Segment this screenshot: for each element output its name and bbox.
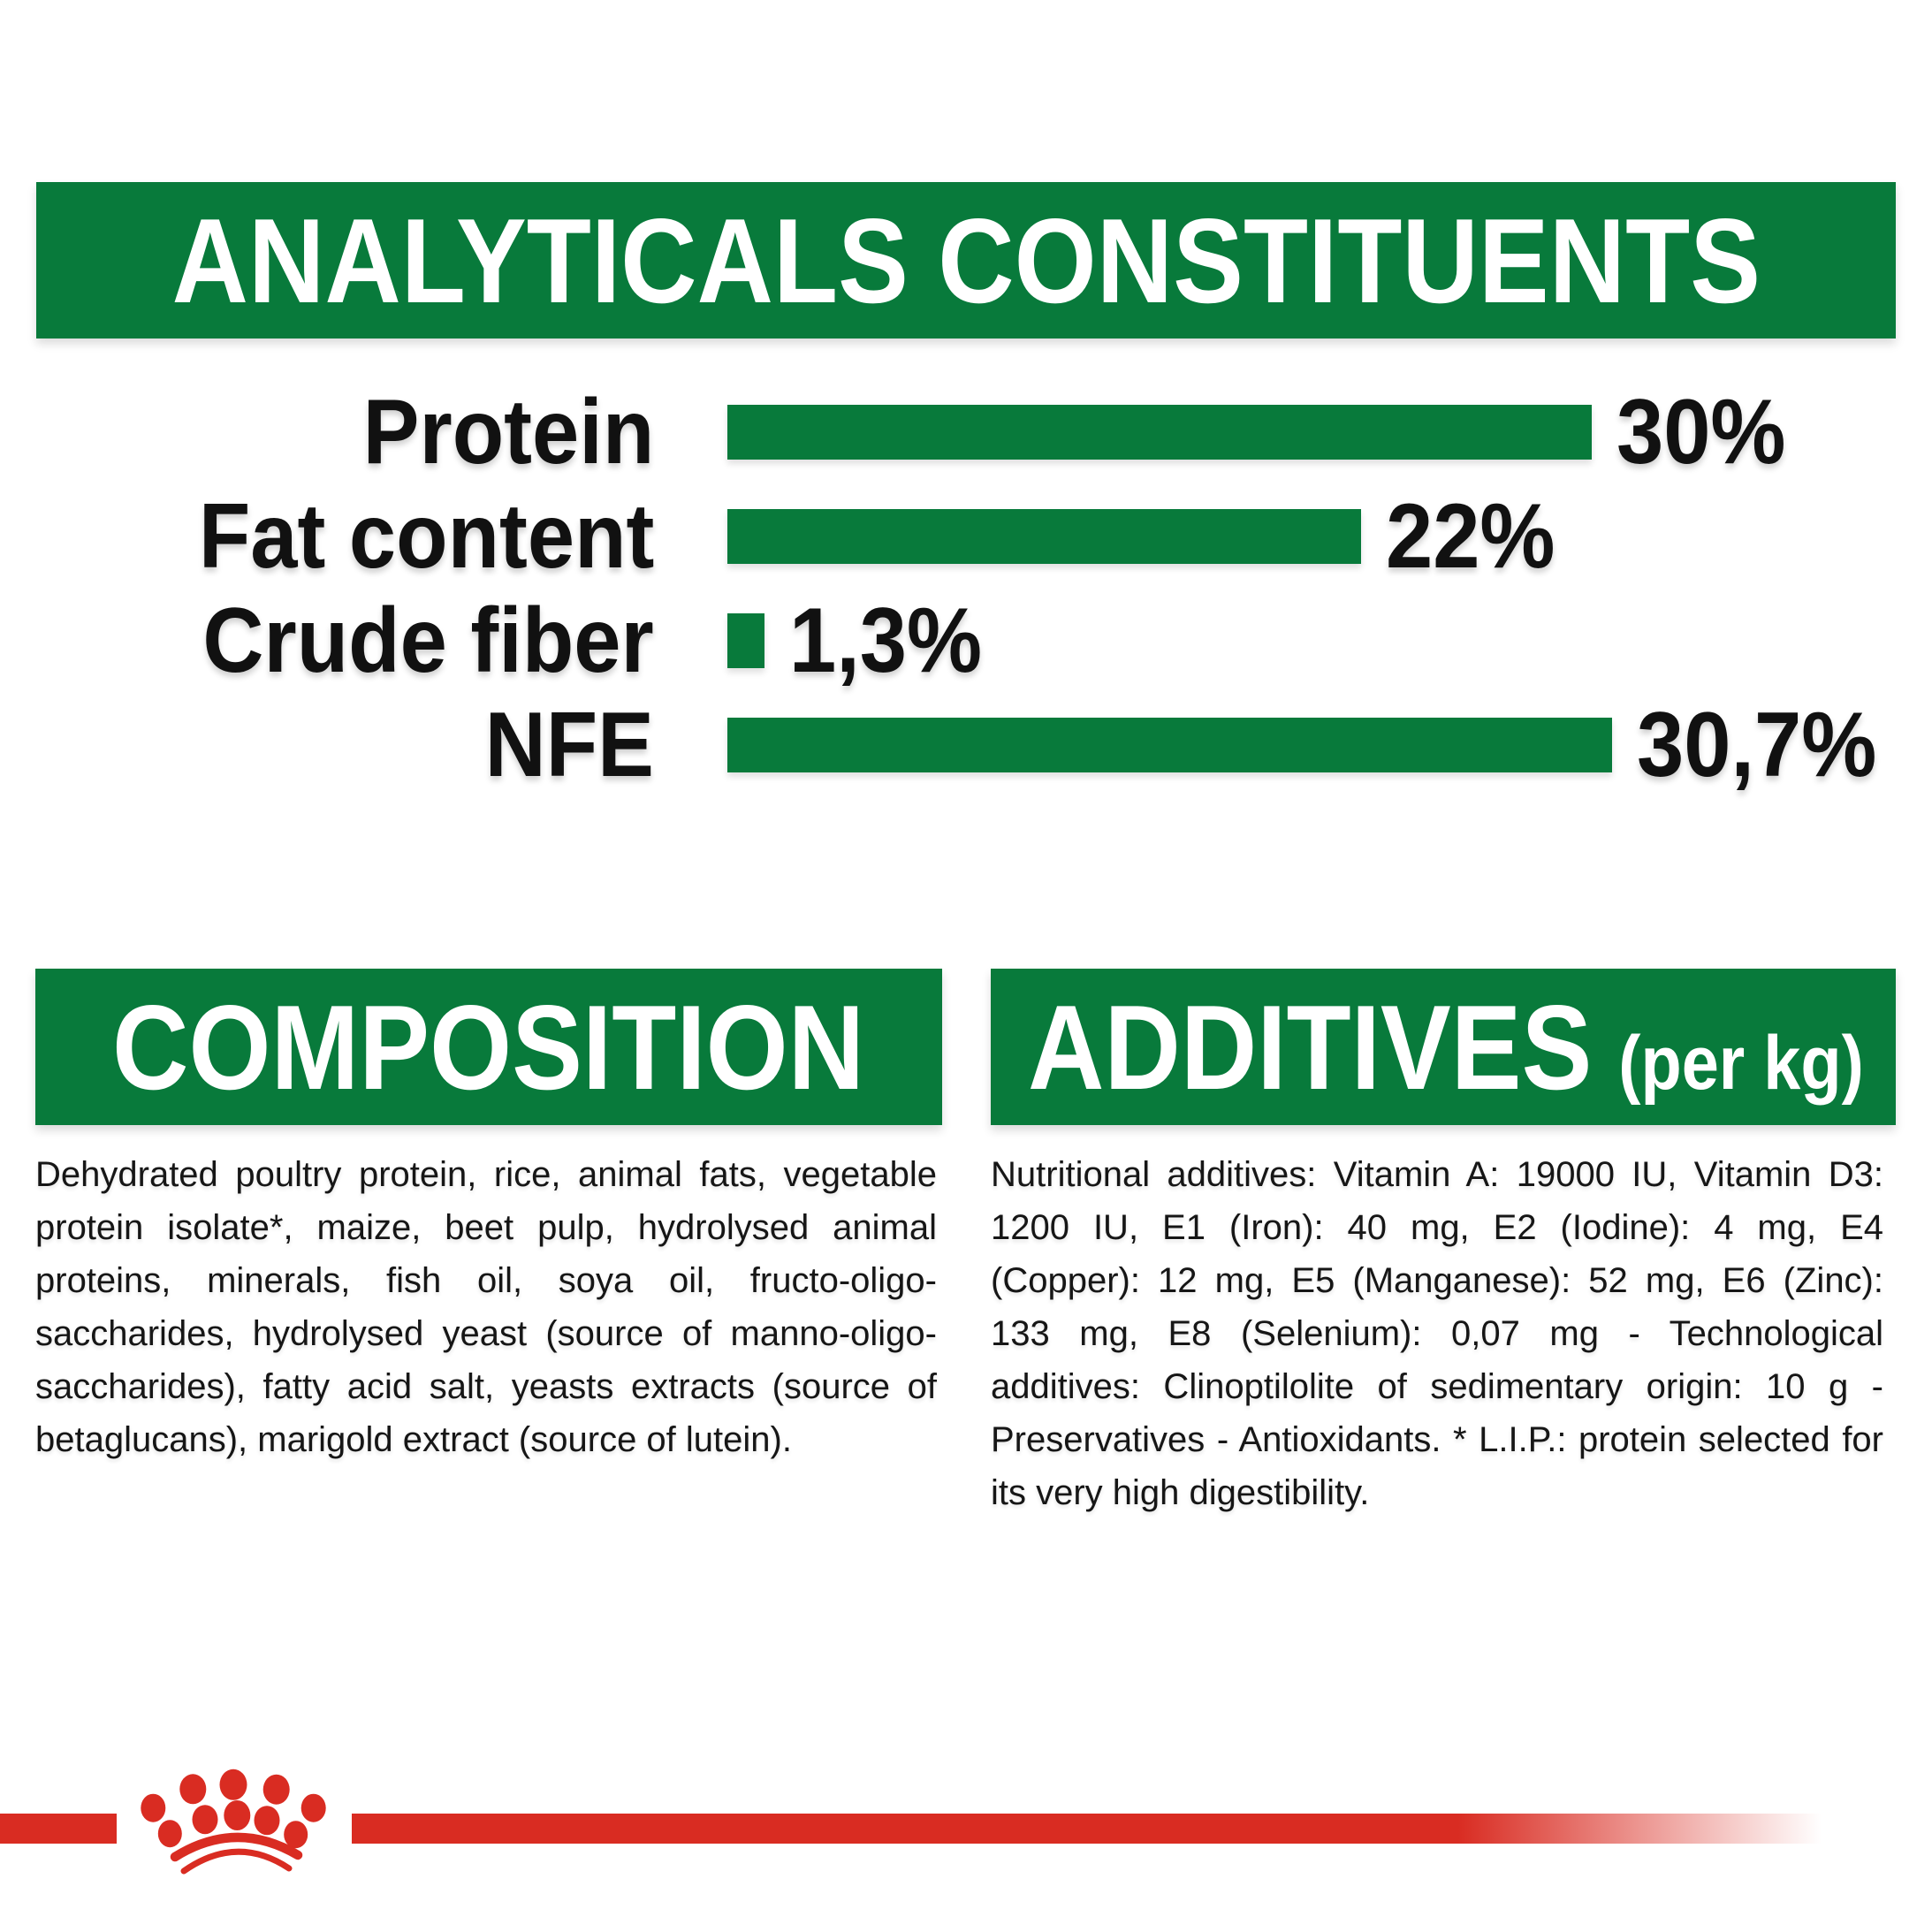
- analyticals-banner: ANALYTICALS CONSTITUENTS: [36, 182, 1896, 338]
- chart-row: Crude fiber 1,3%: [0, 589, 1932, 693]
- additives-title-line: ADDITIVES (per kg): [1028, 987, 1864, 1107]
- crown-base-arcs: [170, 1832, 303, 1875]
- chart-value-label: 30%: [1616, 381, 1786, 483]
- royal-canin-crown-paw-logo: [141, 1768, 326, 1875]
- chart-value-label: 30,7%: [1637, 694, 1877, 796]
- chart-bar: [727, 613, 764, 668]
- chart-row: Fat content 22%: [0, 484, 1932, 589]
- chart-category-label: Crude fiber: [202, 589, 654, 692]
- additives-body-text: Nutritional additives: Vitamin A: 19000 …: [991, 1155, 1883, 1512]
- footer-red-band-left: [0, 1814, 117, 1844]
- additives-title: ADDITIVES: [1028, 979, 1593, 1114]
- composition-body-text: Dehydrated poultry protein, rice, animal…: [35, 1155, 937, 1459]
- chart-bar: [727, 718, 1612, 772]
- chart-value-label: 1,3%: [789, 589, 983, 692]
- additives-per-kg-label: (per kg): [1618, 1020, 1864, 1106]
- composition-banner: COMPOSITION: [35, 969, 942, 1125]
- composition-title: COMPOSITION: [112, 979, 865, 1114]
- chart-row: Protein 30%: [0, 380, 1932, 484]
- chart-category-label: NFE: [484, 694, 654, 796]
- chart-category-label: Fat content: [198, 485, 654, 588]
- chart-category-label: Protein: [362, 381, 654, 483]
- chart-row: NFE 30,7%: [0, 693, 1932, 797]
- analyticals-title: ANALYTICALS CONSTITUENTS: [171, 193, 1761, 328]
- chart-bar: [727, 509, 1361, 564]
- footer-red-band-right: [352, 1814, 1932, 1844]
- additives-banner: ADDITIVES (per kg): [991, 969, 1896, 1125]
- chart-value-label: 22%: [1386, 485, 1555, 588]
- constituents-bar-chart: Protein 30% Fat content 22% Crude fiber …: [0, 380, 1932, 797]
- chart-bar: [727, 405, 1592, 460]
- crown-paw-dots: [141, 1768, 326, 1849]
